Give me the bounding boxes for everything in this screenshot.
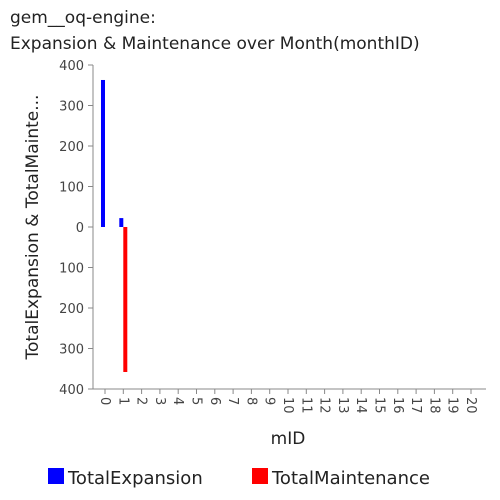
x-axis-label: mID xyxy=(271,429,306,449)
legend-swatch-totalexpansion xyxy=(48,468,64,484)
x-tick-label: 6 xyxy=(207,397,222,405)
bar-totalexpansion-0 xyxy=(101,79,105,227)
bar-totalexpansion-1 xyxy=(119,218,124,227)
x-tick-label: 7 xyxy=(225,397,240,405)
legend-label-totalexpansion: TotalExpansion xyxy=(67,468,203,489)
x-tick-label: 10 xyxy=(280,397,295,414)
bars xyxy=(101,79,128,372)
x-tick-label: 9 xyxy=(262,397,277,405)
bar-totalmaintenance-1 xyxy=(123,227,128,372)
x-tick-label: 14 xyxy=(353,397,368,414)
x-tick-label: 5 xyxy=(189,397,204,405)
x-tick-label: 4 xyxy=(170,397,185,405)
legend-label-totalmaintenance: TotalMaintenance xyxy=(271,468,430,489)
x-tick-label: 15 xyxy=(372,397,387,414)
x-tick-label: 18 xyxy=(426,397,441,414)
x-tick-label: 3 xyxy=(152,397,167,405)
x-tick-label: 12 xyxy=(317,397,332,414)
y-tick-label: 100 xyxy=(59,181,84,196)
chart-title-line-1: gem__oq-engine: xyxy=(10,8,156,28)
y-tick-label: 100 xyxy=(59,262,84,277)
y-tick-label: 0 xyxy=(76,221,84,236)
y-tick-label: 300 xyxy=(59,100,84,115)
x-tick-label: 20 xyxy=(463,397,478,414)
chart-title-line-2: Expansion & Maintenance over Month(month… xyxy=(10,34,420,54)
y-tick-label: 400 xyxy=(59,59,84,74)
y-axis-label: TotalExpansion & TotalMainte... xyxy=(23,95,43,361)
y-tick-label: 400 xyxy=(59,383,84,398)
x-tick-label: 0 xyxy=(97,397,112,405)
x-tick-label: 8 xyxy=(243,397,258,405)
y-tick-label: 200 xyxy=(59,140,84,155)
x-tick-label: 1 xyxy=(115,397,130,405)
legend: TotalExpansion TotalMaintenance xyxy=(48,468,430,489)
x-tick-label: 19 xyxy=(445,397,460,414)
x-tick-label: 2 xyxy=(134,397,149,405)
legend-swatch-totalmaintenance xyxy=(252,468,268,484)
x-tick-label: 17 xyxy=(408,397,423,414)
x-tick-label: 11 xyxy=(298,397,313,414)
y-axis: 400 300 200 100 0 100 200 300 400 xyxy=(59,59,94,398)
y-tick-label: 300 xyxy=(59,343,84,358)
x-tick-label: 13 xyxy=(335,397,350,414)
y-tick-label: 200 xyxy=(59,302,84,317)
x-tick-label: 16 xyxy=(390,397,405,414)
x-axis: 0 1 2 3 4 5 6 7 8 9 10 11 12 13 14 15 16 17 18 19 20 xyxy=(93,388,486,414)
